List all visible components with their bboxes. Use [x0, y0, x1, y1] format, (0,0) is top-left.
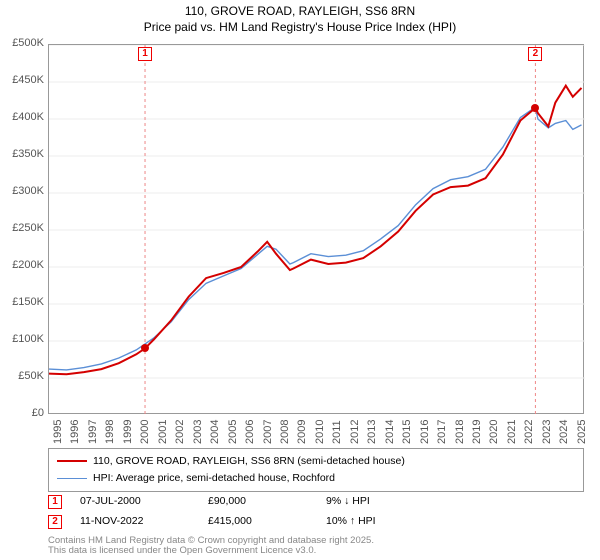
x-axis-label: 2000: [139, 420, 151, 444]
x-axis-label: 2015: [401, 420, 413, 444]
transaction-date: 07-JUL-2000: [80, 492, 190, 512]
footer: Contains HM Land Registry data © Crown c…: [48, 536, 374, 557]
x-axis-label: 2014: [384, 420, 396, 444]
y-axis-label: £400K: [0, 111, 44, 123]
y-axis-label: £200K: [0, 259, 44, 271]
legend-label-hpi: HPI: Average price, semi-detached house,…: [93, 470, 335, 487]
footer-line-2: This data is licensed under the Open Gov…: [48, 546, 374, 556]
x-axis-label: 1999: [122, 420, 134, 444]
legend-row-hpi: HPI: Average price, semi-detached house,…: [57, 470, 575, 487]
y-axis-label: £100K: [0, 333, 44, 345]
transaction-pct: 10% ↑ HPI: [326, 512, 466, 532]
transaction-price: £90,000: [208, 492, 308, 512]
title-line-2: Price paid vs. HM Land Registry's House …: [0, 20, 600, 36]
legend: 110, GROVE ROAD, RAYLEIGH, SS6 8RN (semi…: [48, 448, 584, 492]
y-axis-label: £150K: [0, 296, 44, 308]
y-axis-label: £300K: [0, 185, 44, 197]
x-axis-label: 1997: [87, 420, 99, 444]
x-axis-label: 2001: [157, 420, 169, 444]
y-axis-label: £500K: [0, 37, 44, 49]
x-axis-label: 2022: [523, 420, 535, 444]
transaction-date: 11-NOV-2022: [80, 512, 190, 532]
x-axis-label: 2009: [296, 420, 308, 444]
chart: 12: [48, 44, 584, 414]
x-axis-label: 1995: [52, 420, 64, 444]
y-axis-label: £250K: [0, 222, 44, 234]
x-axis-label: 2007: [262, 420, 274, 444]
transaction-price: £415,000: [208, 512, 308, 532]
x-axis-label: 2019: [471, 420, 483, 444]
transaction-pct: 9% ↓ HPI: [326, 492, 466, 512]
title-line-1: 110, GROVE ROAD, RAYLEIGH, SS6 8RN: [0, 4, 600, 20]
x-axis-label: 2023: [541, 420, 553, 444]
page: 110, GROVE ROAD, RAYLEIGH, SS6 8RN Price…: [0, 0, 600, 560]
y-axis-label: £450K: [0, 74, 44, 86]
legend-swatch-price: [57, 460, 87, 462]
transaction-marker: 2: [48, 515, 62, 529]
legend-row-price: 110, GROVE ROAD, RAYLEIGH, SS6 8RN (semi…: [57, 453, 575, 470]
x-axis-label: 2012: [349, 420, 361, 444]
event-marker: 1: [138, 47, 152, 61]
x-axis-label: 2021: [506, 420, 518, 444]
legend-label-price: 110, GROVE ROAD, RAYLEIGH, SS6 8RN (semi…: [93, 453, 405, 470]
y-axis-label: £0: [0, 407, 44, 419]
transaction-row: 1 07-JUL-2000 £90,000 9% ↓ HPI: [48, 492, 584, 512]
x-axis-label: 2003: [192, 420, 204, 444]
x-axis-label: 2008: [279, 420, 291, 444]
x-axis-label: 2005: [227, 420, 239, 444]
legend-swatch-hpi: [57, 478, 87, 479]
x-axis-label: 2002: [174, 420, 186, 444]
x-axis-label: 2017: [436, 420, 448, 444]
y-axis-label: £50K: [0, 370, 44, 382]
transaction-marker: 1: [48, 495, 62, 509]
x-axis-label: 2020: [488, 420, 500, 444]
x-axis-label: 2004: [209, 420, 221, 444]
x-axis-label: 2006: [244, 420, 256, 444]
x-axis-label: 2024: [558, 420, 570, 444]
x-axis-label: 2025: [576, 420, 588, 444]
event-marker: 2: [528, 47, 542, 61]
transaction-table: 1 07-JUL-2000 £90,000 9% ↓ HPI 2 11-NOV-2022 £…: [48, 492, 584, 532]
x-axis-label: 2013: [366, 420, 378, 444]
chart-title: 110, GROVE ROAD, RAYLEIGH, SS6 8RN Price…: [0, 0, 600, 37]
x-axis-label: 2010: [314, 420, 326, 444]
x-axis-label: 1996: [69, 420, 81, 444]
x-axis-label: 1998: [104, 420, 116, 444]
transaction-row: 2 11-NOV-2022 £415,000 10% ↑ HPI: [48, 512, 584, 532]
chart-svg: [49, 45, 585, 415]
x-axis-label: 2011: [331, 420, 343, 444]
x-axis-label: 2016: [419, 420, 431, 444]
y-axis-label: £350K: [0, 148, 44, 160]
x-axis-label: 2018: [454, 420, 466, 444]
